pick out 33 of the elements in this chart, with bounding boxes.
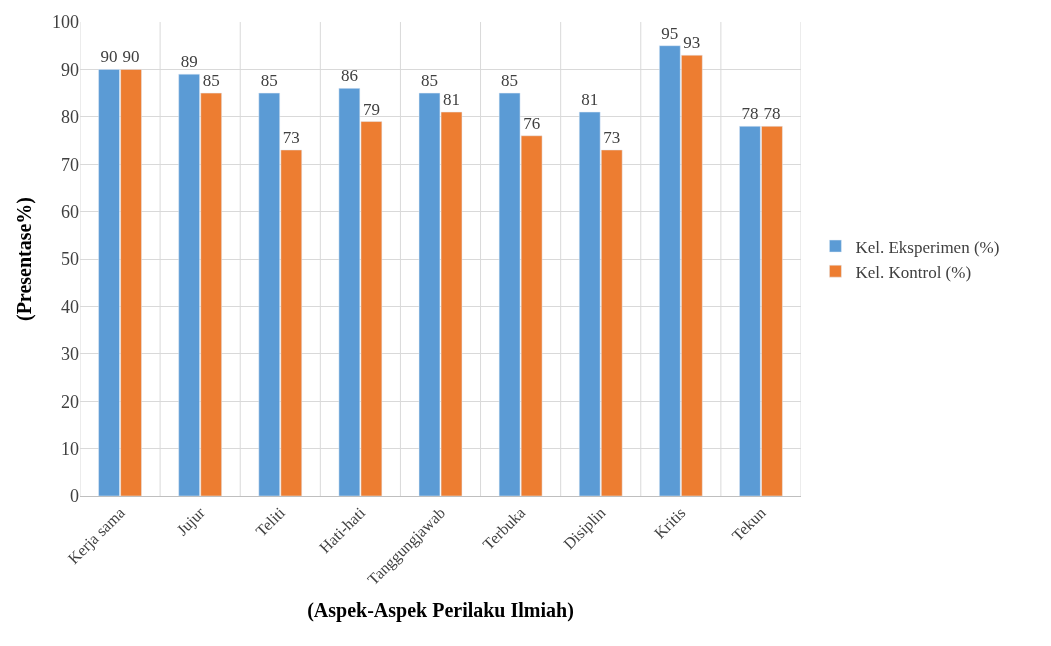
data-label: 85: [260, 71, 278, 91]
x-axis-title: (Aspek-Aspek Perilaku Ilmiah): [307, 599, 574, 623]
legend-label: Kel. Kontrol (%): [855, 262, 972, 282]
y-axis-title: (Presentase%): [12, 196, 36, 322]
data-label: 90: [100, 47, 118, 67]
y-tick-label: 50: [61, 249, 79, 270]
data-label: 73: [603, 127, 621, 147]
y-tick-label: 40: [61, 296, 79, 317]
y-tick-label: 70: [61, 154, 79, 175]
data-label: 85: [501, 71, 519, 91]
data-label: 93: [683, 33, 701, 53]
data-label: 79: [362, 99, 380, 119]
data-label: 78: [763, 104, 781, 124]
y-tick-label: 30: [61, 344, 79, 365]
y-tick-label: 0: [70, 486, 79, 507]
y-tick-label: 10: [61, 438, 79, 459]
data-label: 90: [122, 47, 140, 67]
y-tick-label: 60: [61, 201, 79, 222]
legend-label: Kel. Eksperimen (%): [855, 237, 1000, 257]
data-label: 86: [340, 66, 358, 86]
y-tick-label: 100: [52, 12, 79, 33]
data-label: 85: [420, 71, 438, 91]
y-tick-label: 80: [61, 107, 79, 128]
y-tick-label: 20: [61, 391, 79, 412]
data-label: 95: [661, 23, 679, 43]
data-label: 89: [180, 52, 198, 72]
data-label: 78: [741, 104, 759, 124]
data-label: 81: [443, 90, 461, 110]
data-label: 85: [202, 71, 220, 91]
data-label: 76: [523, 113, 541, 133]
data-label: 73: [282, 127, 300, 147]
y-tick-label: 90: [61, 59, 79, 80]
data-label: 81: [581, 90, 599, 110]
